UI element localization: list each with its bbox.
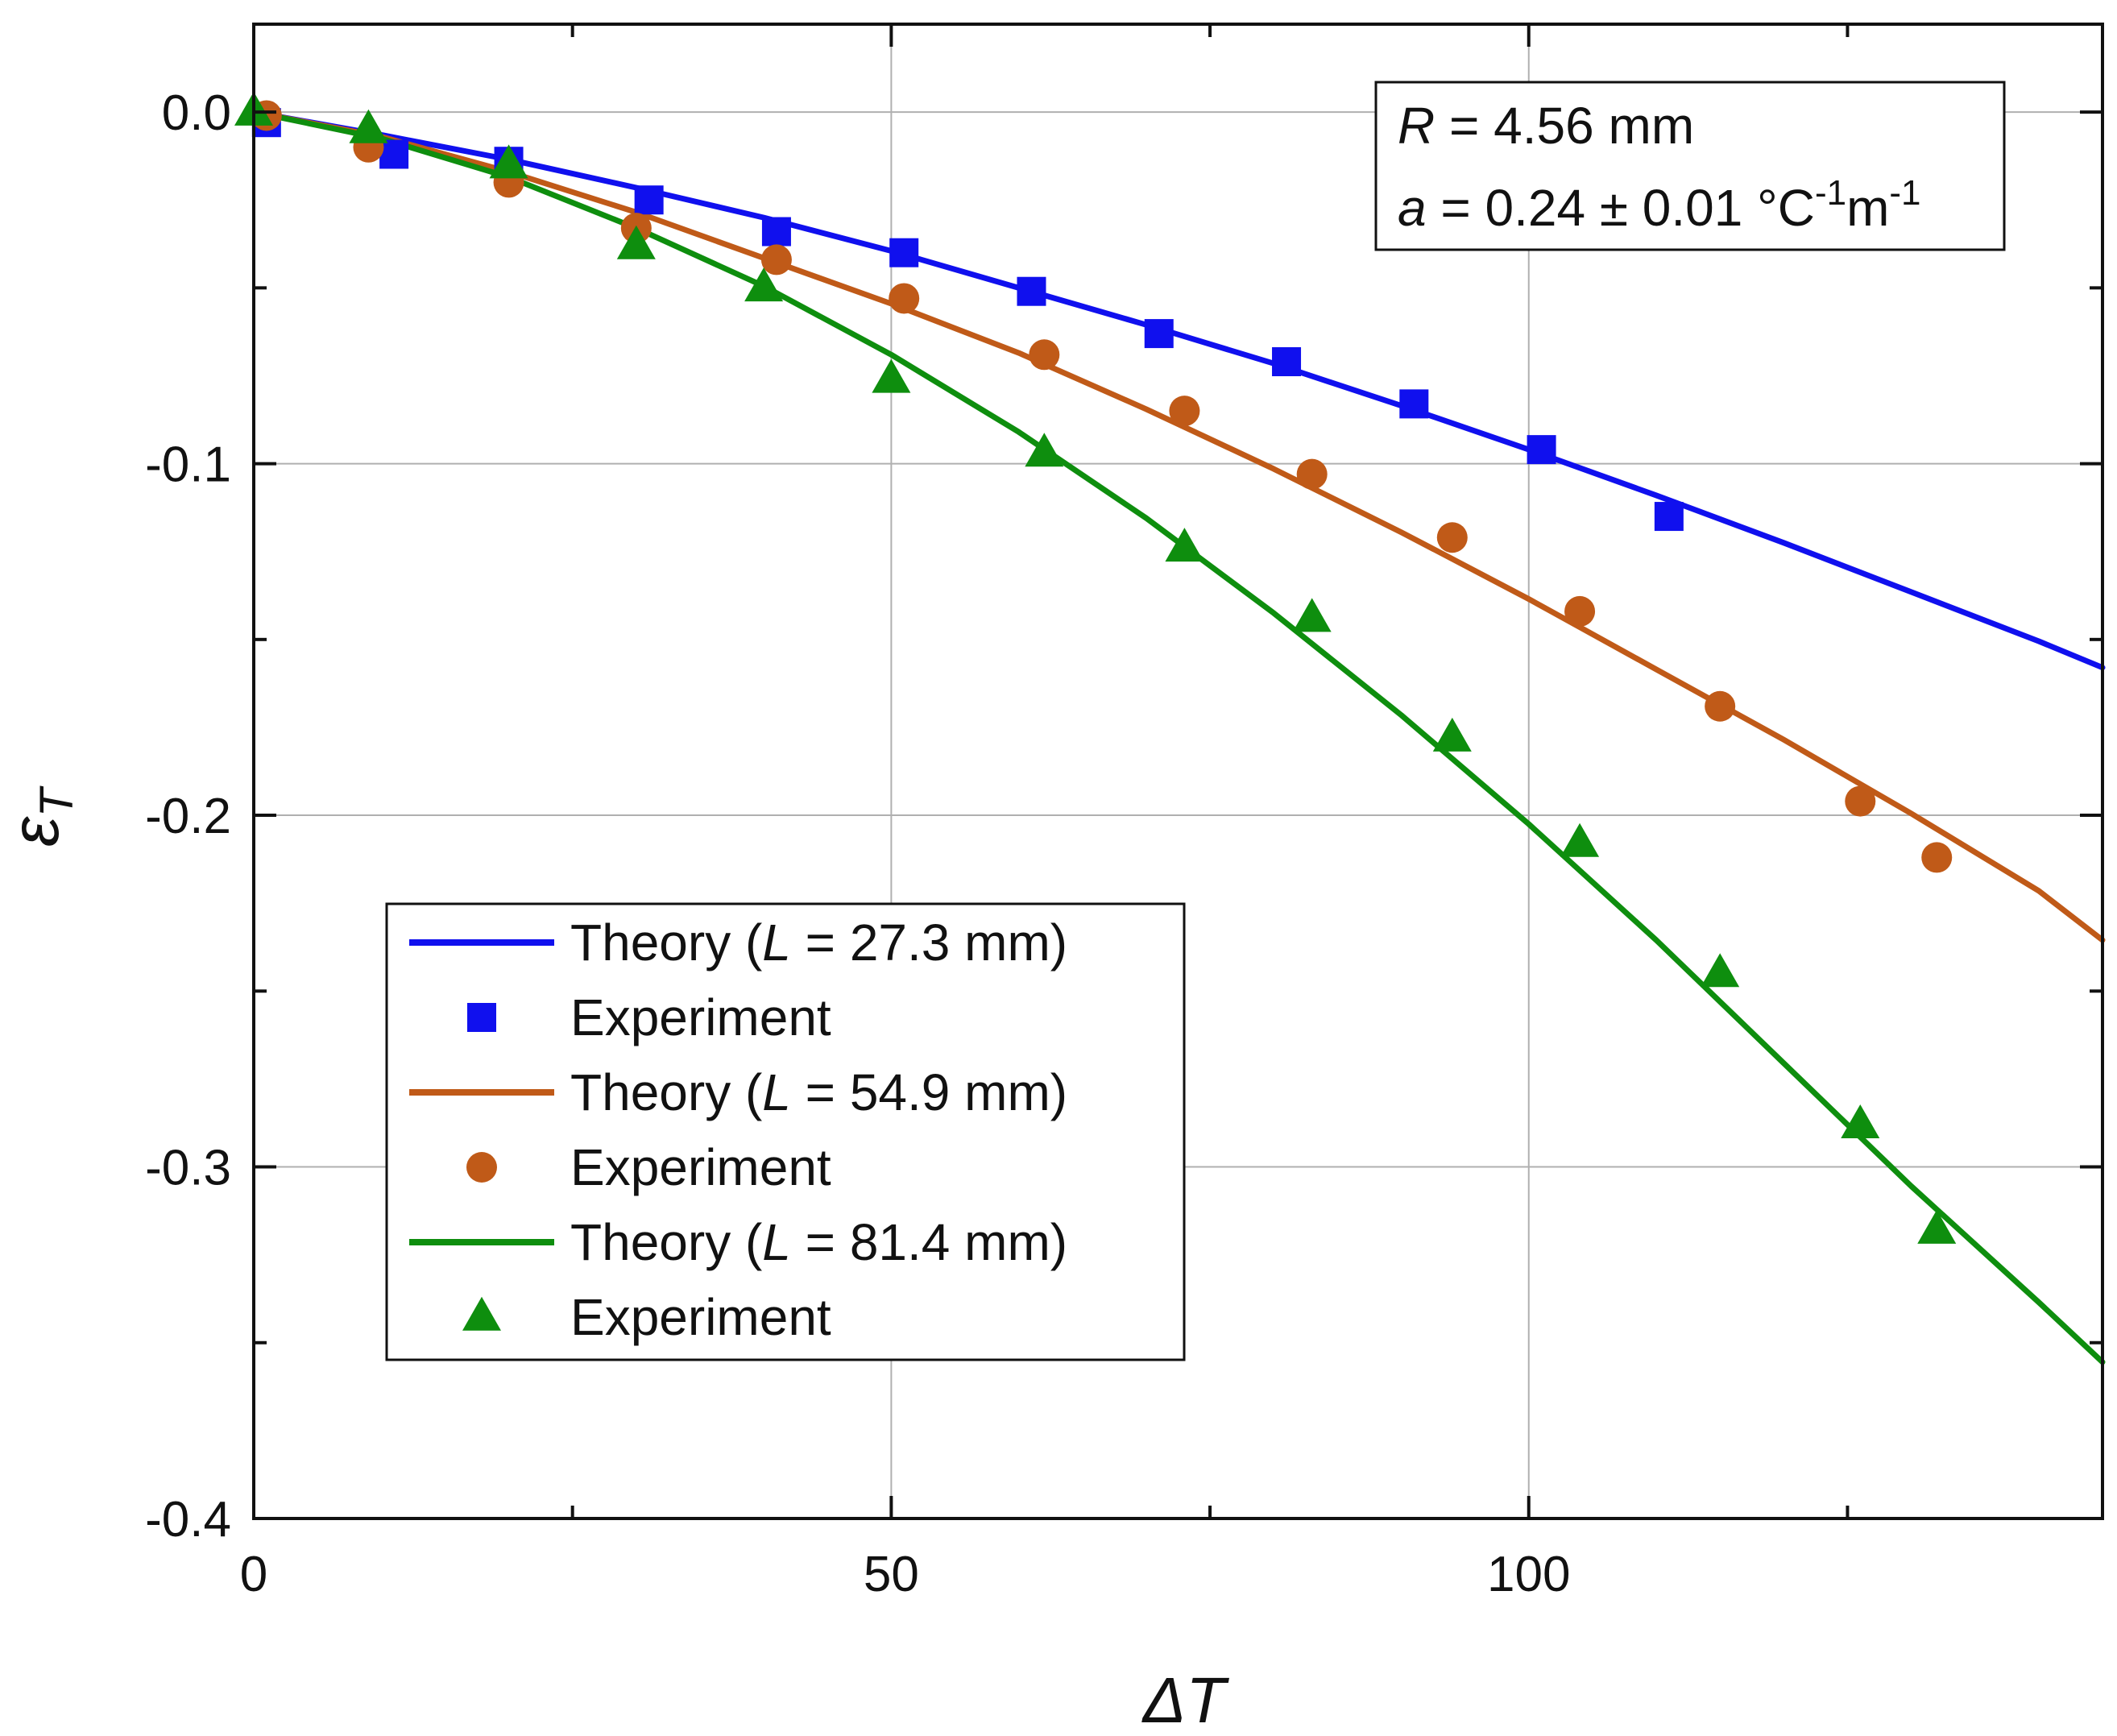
annotation-box: R = 4.56 mm a = 0.24 ± 0.01 °C-1m-1 bbox=[1374, 81, 2006, 251]
data-point-1-square bbox=[1399, 389, 1429, 419]
legend-item: Experiment bbox=[466, 1138, 831, 1196]
data-point-1-square bbox=[1527, 435, 1556, 465]
data-point-5-triangle bbox=[1917, 1209, 1957, 1244]
svg-text:εT: εT bbox=[0, 785, 83, 847]
legend-item: Experiment bbox=[462, 1288, 831, 1346]
data-point-1-square bbox=[1017, 276, 1046, 306]
legend-item: Experiment bbox=[467, 988, 831, 1046]
legend-frame bbox=[385, 902, 1186, 1361]
series-lines bbox=[251, 109, 2106, 1365]
legend: Theory (L = 27.3 mm) Experiment Theory (L … bbox=[385, 902, 1186, 1361]
data-point-3-circle bbox=[1845, 785, 1876, 817]
data-point-5-triangle bbox=[1432, 717, 1472, 752]
plot-frame bbox=[252, 23, 2104, 1520]
legend-label: Experiment bbox=[570, 1138, 831, 1196]
data-point-1-square bbox=[761, 217, 791, 247]
y-tick-label: 0.0 bbox=[162, 85, 231, 141]
legend-marker-square bbox=[467, 1003, 496, 1032]
annotation-frame bbox=[1374, 81, 2006, 251]
y-axis-title-subscript: T bbox=[31, 785, 83, 817]
x-tick-label: 0 bbox=[240, 1547, 267, 1602]
legend-item: Theory (L = 27.3 mm) bbox=[409, 914, 1067, 972]
axis-ticks bbox=[252, 24, 2102, 1520]
y-axis-title: εT bbox=[0, 785, 83, 847]
data-point-1-square bbox=[889, 238, 919, 267]
data-point-3-circle bbox=[1296, 458, 1328, 490]
data-point-3-circle bbox=[1029, 339, 1060, 371]
legend-label: Theory (L = 27.3 mm) bbox=[570, 914, 1067, 972]
data-point-5-triangle bbox=[616, 225, 656, 259]
x-axis-title: ΔT bbox=[1141, 1664, 1230, 1736]
series-line-2 bbox=[251, 109, 2106, 943]
data-point-5-triangle bbox=[1560, 822, 1600, 857]
data-point-1-square bbox=[1272, 347, 1302, 377]
data-point-5-triangle bbox=[349, 109, 388, 143]
legend-label: Theory (L = 81.4 mm) bbox=[570, 1213, 1067, 1271]
data-point-5-triangle bbox=[744, 267, 784, 302]
legend-item: Theory (L = 81.4 mm) bbox=[409, 1213, 1067, 1271]
y-axis-title-symbol: ε bbox=[0, 816, 72, 847]
series-line-0 bbox=[251, 109, 2106, 671]
data-point-3-circle bbox=[1169, 396, 1200, 427]
data-point-3-circle bbox=[1705, 690, 1736, 722]
legend-label: Experiment bbox=[570, 988, 831, 1046]
x-tick-label: 50 bbox=[864, 1547, 919, 1602]
x-tick-label: 100 bbox=[1487, 1547, 1570, 1602]
legend-item: Theory (L = 54.9 mm) bbox=[409, 1063, 1067, 1121]
y-tick-label: -0.3 bbox=[145, 1141, 231, 1196]
data-point-3-circle bbox=[1436, 522, 1468, 553]
data-point-3-circle bbox=[1921, 842, 1953, 873]
data-point-5-triangle bbox=[1841, 1104, 1880, 1138]
data-point-3-circle bbox=[1564, 595, 1596, 627]
data-point-5-triangle bbox=[1701, 953, 1740, 988]
data-point-5-triangle bbox=[872, 358, 911, 393]
data-point-5-triangle bbox=[489, 144, 528, 179]
legend-marker-circle bbox=[466, 1152, 497, 1183]
data-point-5-triangle bbox=[1025, 433, 1064, 467]
data-point-5-triangle bbox=[1165, 528, 1204, 562]
data-point-3-circle bbox=[889, 283, 920, 314]
data-point-3-circle bbox=[760, 244, 792, 276]
series-line-4 bbox=[251, 109, 2106, 1365]
annotation-radius: R = 4.56 mm bbox=[1398, 97, 1694, 155]
legend-label: Theory (L = 54.9 mm) bbox=[570, 1063, 1067, 1121]
legend-marker-triangle bbox=[462, 1296, 501, 1331]
data-point-1-square bbox=[1144, 319, 1174, 349]
data-point-1-square bbox=[379, 139, 409, 169]
data-point-5-triangle bbox=[1292, 598, 1332, 632]
data-point-1-square bbox=[1654, 502, 1684, 532]
data-point-1-square bbox=[634, 185, 664, 215]
annotation-coefficient: a = 0.24 ± 0.01 °C-1m-1 bbox=[1398, 173, 1921, 237]
tick-labels: 0 50 100 0.0 -0.1 -0.2 -0.3 -0.4 bbox=[145, 85, 1570, 1602]
y-tick-label: -0.2 bbox=[145, 789, 231, 844]
legend-label: Experiment bbox=[570, 1288, 831, 1346]
y-tick-label: -0.4 bbox=[145, 1492, 231, 1547]
y-tick-label: -0.1 bbox=[145, 437, 231, 493]
